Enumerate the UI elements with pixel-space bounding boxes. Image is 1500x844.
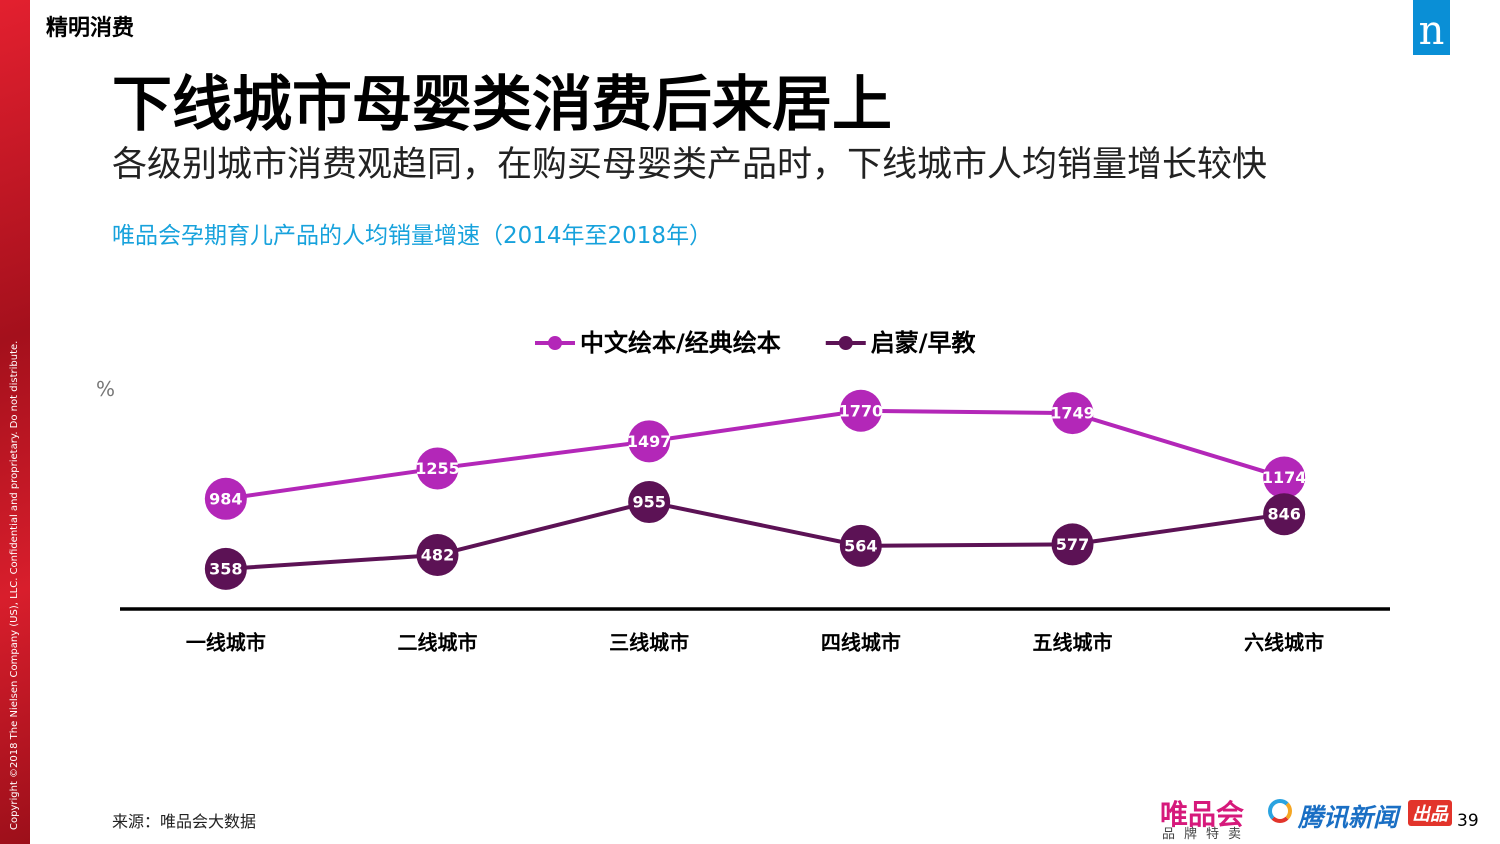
legend-label: 中文绘本/经典绘本 [580,329,781,357]
x-tick-label: 六线城市 [1244,631,1324,655]
vip-logo: 唯品会 [1160,798,1245,831]
vip-slogan: 品牌特卖 [1162,827,1251,842]
red-strip [0,0,30,844]
x-tick-label: 一线城市 [186,631,266,655]
data-label: 984 [209,489,242,508]
point [628,420,671,463]
legend-label: 启蒙/早教 [871,329,977,357]
title: 下线城市母婴类消费后来居上 [112,70,892,140]
source: 来源：唯品会大数据 [112,812,257,831]
x-tick-label: 二线城市 [398,631,478,655]
data-label: 358 [209,559,242,578]
point [416,534,459,577]
point [839,524,882,567]
chart-title: 唯品会孕期育儿产品的人均销量增速（2014年至2018年） [112,223,713,249]
legend-marker [838,336,853,350]
point [1263,493,1306,536]
tencent-icon [1268,799,1292,823]
data-label: 1255 [415,459,460,478]
legend-marker [548,336,562,350]
data-label: 1749 [1050,404,1095,423]
data-label: 955 [632,493,665,512]
x-tick-label: 三线城市 [609,631,689,655]
subtitle: 各级别城市消费观趋同，在购买母婴类产品时，下线城市人均销量增长较快 [112,145,1268,185]
data-label: 482 [421,546,454,565]
point [416,447,459,490]
point [1051,523,1094,566]
data-label: 846 [1267,505,1300,524]
logo: n [1413,0,1450,55]
page-number: 39 [1457,811,1479,831]
data-label: 1174 [1262,468,1307,487]
section-label: 精明消费 [46,16,135,41]
data-label: 564 [844,536,877,555]
point [204,477,247,520]
x-tick-label: 五线城市 [1033,631,1113,655]
point [628,481,671,524]
tencent-logo: 腾讯新闻 [1298,803,1399,832]
x-tick-label: 四线城市 [821,631,901,655]
y-unit: % [96,377,116,401]
data-label: 577 [1056,535,1089,554]
point [204,547,247,590]
point [1051,392,1094,435]
series-line [225,499,1285,571]
tencent-badge: 出品 [1408,800,1452,826]
point [1263,456,1306,499]
data-label: 1770 [839,401,884,420]
data-label: 1497 [627,432,672,451]
series-line [225,408,1285,501]
point [839,389,882,432]
